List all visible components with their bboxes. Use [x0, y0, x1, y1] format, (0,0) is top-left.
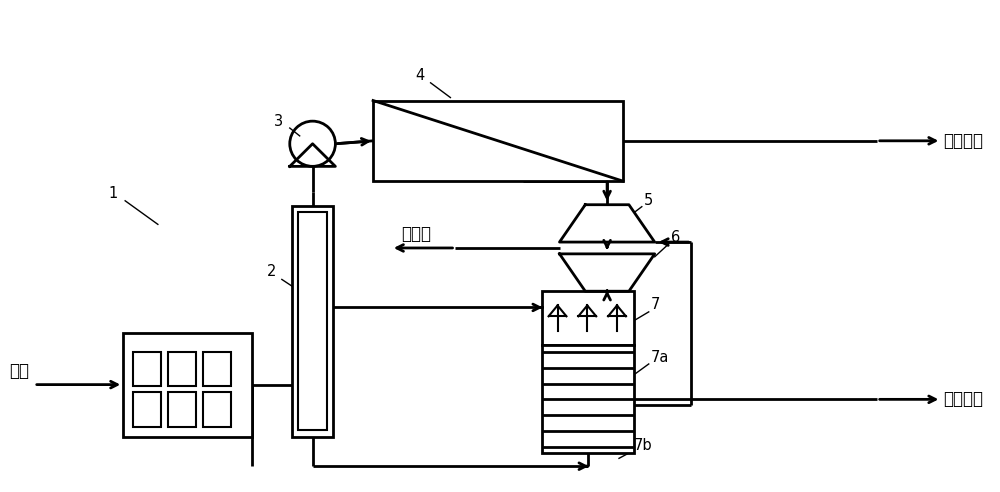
Bar	[123, 334, 252, 437]
Text: 生活用水: 生活用水	[943, 132, 983, 150]
Text: 海水: 海水	[9, 362, 29, 380]
Text: 6: 6	[671, 230, 680, 245]
Bar	[203, 352, 231, 386]
Text: 2: 2	[267, 265, 276, 279]
Bar	[133, 393, 161, 427]
Bar	[373, 100, 623, 181]
Text: 7b: 7b	[634, 438, 652, 454]
Bar	[542, 291, 634, 345]
Bar	[203, 393, 231, 427]
Bar	[168, 352, 196, 386]
Text: 1: 1	[108, 186, 118, 201]
Text: 设备用水: 设备用水	[943, 390, 983, 408]
Bar	[133, 352, 161, 386]
Text: 3: 3	[274, 114, 283, 129]
Text: 7a: 7a	[651, 350, 669, 365]
Text: 7: 7	[651, 297, 660, 312]
Bar	[542, 345, 634, 454]
Text: 5: 5	[644, 193, 653, 208]
Bar	[292, 206, 333, 437]
Bar	[168, 393, 196, 427]
Text: 浓盐水: 浓盐水	[401, 225, 431, 243]
Polygon shape	[560, 205, 655, 242]
Bar	[298, 212, 327, 430]
Polygon shape	[560, 254, 655, 291]
Text: 4: 4	[416, 68, 425, 83]
